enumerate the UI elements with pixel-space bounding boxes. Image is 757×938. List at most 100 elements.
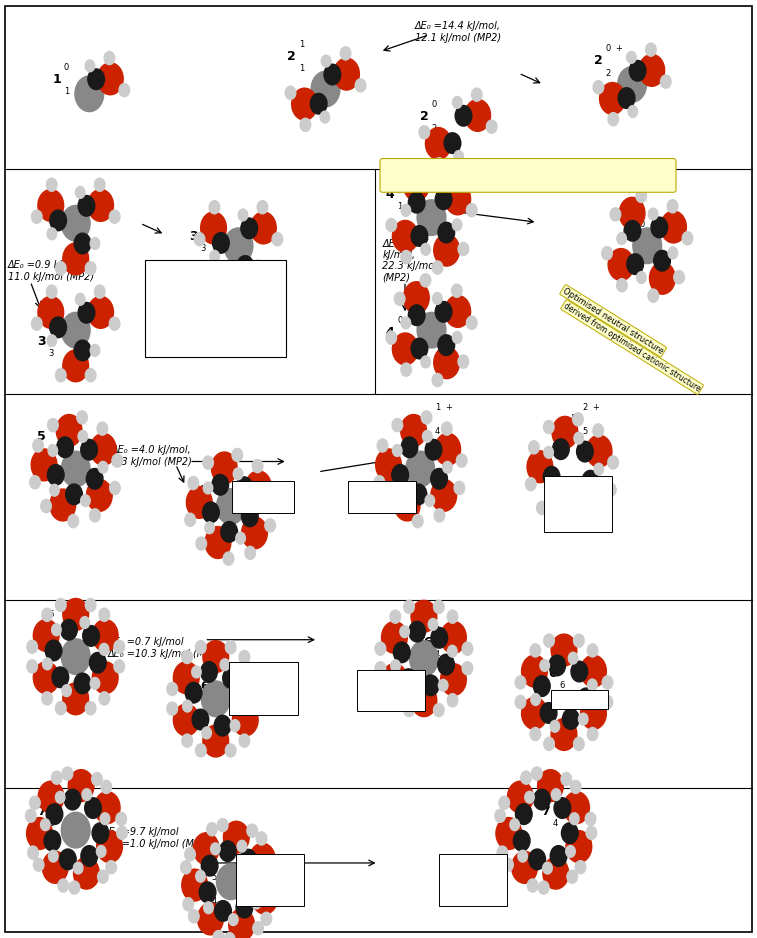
Circle shape [544,466,560,487]
Circle shape [73,857,99,889]
Text: 0: 0 [640,219,644,229]
Text: 7: 7 [540,805,550,818]
Circle shape [411,685,437,717]
Text: 6: 6 [559,681,565,690]
Text: 5: 5 [553,794,557,804]
Circle shape [223,552,234,566]
Text: 1: 1 [299,39,304,49]
Circle shape [438,655,454,675]
Circle shape [90,344,100,356]
Circle shape [438,222,455,243]
Circle shape [99,643,109,656]
Text: 2: 2 [593,54,603,68]
Circle shape [320,112,330,123]
Circle shape [521,771,531,784]
Text: 4    2.48 Å: 4 2.48 Å [547,510,593,517]
Circle shape [95,285,105,298]
Circle shape [587,643,598,657]
Circle shape [61,812,90,848]
Circle shape [497,846,508,859]
Circle shape [241,517,267,549]
Circle shape [438,679,448,691]
Bar [551,690,608,709]
Text: 1    2.26 Å: 1 2.26 Å [239,859,286,866]
Text: 1: 1 [197,300,201,310]
Circle shape [610,208,621,221]
Circle shape [445,183,471,215]
Circle shape [82,789,92,800]
Circle shape [56,415,82,446]
Circle shape [64,789,81,809]
Circle shape [619,197,645,229]
Circle shape [210,843,220,855]
Text: 3    2.31 Å: 3 2.31 Å [547,500,593,507]
Circle shape [76,411,87,424]
Circle shape [226,641,236,654]
Text: 4    2.27 Å: 4 2.27 Å [239,894,286,900]
Circle shape [624,220,640,241]
FancyBboxPatch shape [145,260,286,357]
Text: 2    2.22 Å: 2 2.22 Å [442,870,489,877]
Circle shape [419,126,429,139]
Text: 5: 5 [571,413,580,426]
Circle shape [546,491,572,522]
Circle shape [232,448,242,461]
Text: 6: 6 [548,667,557,680]
Circle shape [44,830,61,851]
Text: 5.3 kJ/mol (MP2): 5.3 kJ/mol (MP2) [112,458,192,467]
Circle shape [42,852,68,884]
Circle shape [451,172,462,185]
Circle shape [627,254,643,275]
Circle shape [564,792,590,824]
Circle shape [55,369,66,382]
Text: 2: 2 [419,110,428,123]
Circle shape [95,792,120,824]
Circle shape [394,484,403,496]
Circle shape [97,422,107,435]
Circle shape [75,76,104,112]
Circle shape [321,55,331,67]
Circle shape [48,445,58,457]
Circle shape [582,481,608,513]
Circle shape [99,692,110,705]
Circle shape [28,846,39,859]
Circle shape [409,621,425,642]
Circle shape [544,634,554,647]
Circle shape [55,262,66,275]
Circle shape [114,641,125,654]
Circle shape [567,870,578,884]
Circle shape [90,677,100,689]
Circle shape [447,694,458,707]
Circle shape [400,626,410,638]
Bar [544,476,612,532]
Circle shape [550,846,567,867]
Circle shape [188,477,198,490]
Circle shape [646,43,656,56]
Text: +: + [444,626,452,635]
Circle shape [63,683,89,715]
Circle shape [411,339,428,359]
Circle shape [392,464,409,485]
Circle shape [401,204,410,217]
Text: 2: 2 [49,634,54,643]
Circle shape [451,284,462,297]
Circle shape [618,88,635,109]
Circle shape [608,249,634,280]
Circle shape [551,719,577,750]
Bar [236,854,304,906]
Text: ΔE₀ =4.0 kJ/mol,: ΔE₀ =4.0 kJ/mol, [112,446,192,455]
Text: 5    2.29 Å: 5 2.29 Å [547,521,593,527]
Circle shape [441,664,466,696]
Text: 4: 4 [553,819,557,828]
Circle shape [33,858,44,871]
Circle shape [410,641,438,676]
Circle shape [441,422,452,435]
Circle shape [74,340,91,361]
Bar [357,670,425,711]
Circle shape [432,261,443,274]
Circle shape [109,210,120,223]
Circle shape [553,439,569,460]
Circle shape [63,350,89,382]
Circle shape [401,250,412,264]
Circle shape [254,683,265,696]
